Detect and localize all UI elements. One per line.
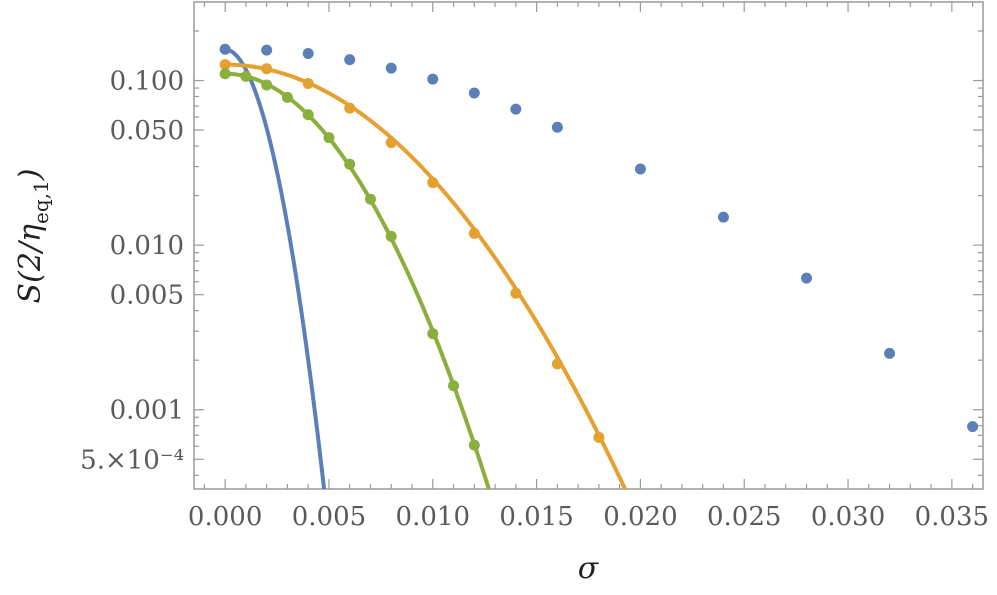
y-tick-label: 0.100 (110, 67, 184, 97)
x-tick-label: 0.035 (915, 502, 989, 532)
series-3-point (364, 193, 376, 205)
x-axis-title: σ (578, 551, 600, 586)
series-1-point (884, 347, 896, 359)
x-tick-label: 0.010 (396, 502, 470, 532)
series-3-point (344, 158, 356, 170)
series-3-point (427, 328, 439, 340)
series-3-point (323, 132, 335, 144)
x-tick-label: 0.025 (707, 502, 781, 532)
series-2-point (261, 63, 273, 75)
series-1-point (967, 421, 979, 433)
series-3-point (385, 230, 397, 242)
y-tick-label: 0.050 (110, 116, 184, 146)
series-3-point (302, 109, 314, 121)
series-3-curve (223, 71, 491, 489)
series-1-point (717, 211, 729, 223)
x-tick-label: 0.020 (603, 502, 677, 532)
series-1-point (344, 54, 356, 66)
axis-ticks (194, 2, 983, 489)
data-points (219, 43, 979, 451)
x-tick-label: 0.015 (499, 502, 573, 532)
series-1-point (219, 43, 231, 55)
series-1-point (801, 272, 813, 284)
fit-curves (223, 47, 628, 489)
y-tick-label: 0.010 (110, 231, 184, 261)
series-2-point (510, 287, 522, 299)
y-tick-labels: 0.100 0.050 0.010 0.005 0.001 5.×10⁻⁴ (80, 67, 184, 476)
series-1-point (634, 163, 646, 175)
series-1-point (510, 103, 522, 115)
series-3-point (448, 380, 460, 392)
series-2-point (551, 358, 563, 370)
series-2-point (385, 137, 397, 149)
series-1-point (302, 47, 314, 59)
series-2-point (593, 431, 605, 443)
series-3-point (261, 79, 273, 91)
y-axis-title: S(2/ηeq,1) (13, 169, 53, 304)
series-3-point (281, 91, 293, 103)
x-tick-label: 0.000 (188, 502, 262, 532)
series-1-curve (223, 47, 327, 489)
series-2-point (219, 59, 231, 71)
x-tick-labels: 0.000 0.005 0.010 0.015 0.020 0.025 0.030 0.035 (188, 502, 989, 532)
series-2-curve (223, 62, 628, 489)
series-1-point (468, 87, 480, 99)
series-1-point (385, 62, 397, 74)
series-2-point (344, 102, 356, 114)
series-1-point (261, 44, 273, 56)
series-2-point (302, 77, 314, 89)
series-3-point (468, 439, 480, 451)
y-tick-label: 0.005 (110, 281, 184, 311)
y-tick-label: 5.×10⁻⁴ (80, 445, 184, 475)
x-tick-label: 0.005 (292, 502, 366, 532)
series-3-point (219, 68, 231, 80)
series-2-point (468, 227, 480, 239)
series-1-point (551, 121, 563, 133)
series-2-point (427, 177, 439, 189)
series-1-point (427, 73, 439, 85)
series-3-point (240, 70, 252, 82)
y-tick-label: 0.001 (110, 396, 184, 426)
x-tick-label: 0.030 (811, 502, 885, 532)
